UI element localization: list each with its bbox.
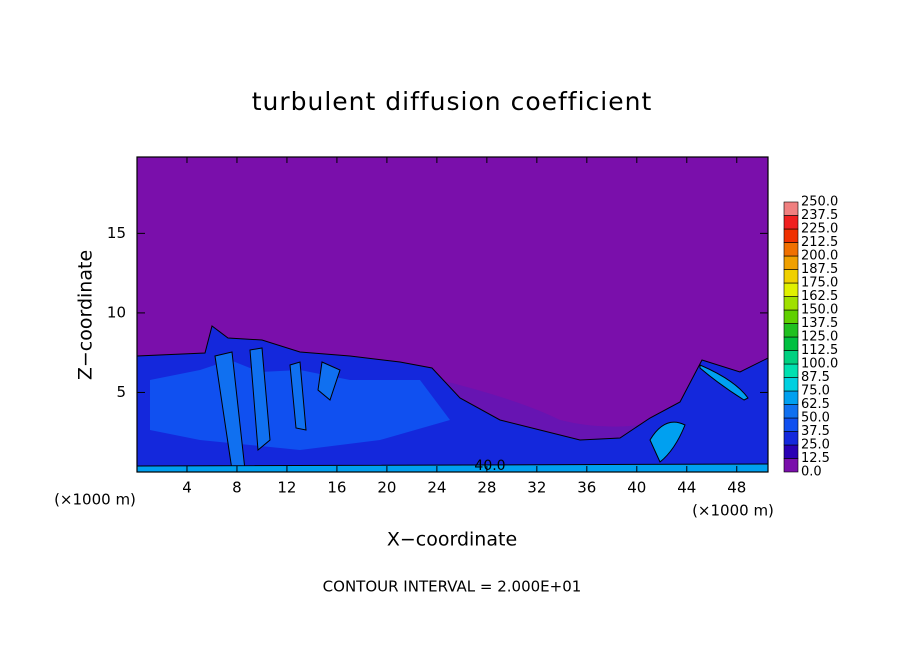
colorbar-swatch (783, 431, 799, 446)
x-tick-label: 44 (677, 479, 696, 497)
colorbar-label: 225.0 (801, 222, 838, 237)
colorbar-label: 75.0 (801, 384, 830, 399)
colorbar-swatch (783, 323, 799, 338)
colorbar-label: 150.0 (801, 303, 838, 318)
colorbar-label: 250.0 (801, 195, 838, 210)
colorbar-swatch (783, 269, 799, 284)
x-tick-label: 20 (377, 479, 396, 497)
chart-title: turbulent diffusion coefficient (252, 87, 653, 116)
y-tick-label: 15 (107, 224, 126, 242)
colorbar-swatch (783, 282, 799, 297)
colorbar-swatch (783, 417, 799, 432)
colorbar-swatch (783, 458, 799, 473)
x-tick-label: 40 (627, 479, 646, 497)
colorbar-swatch (783, 255, 799, 270)
y-tick-label: 10 (107, 303, 126, 321)
colorbar-swatch (783, 296, 799, 311)
colorbar-label: 187.5 (801, 262, 838, 277)
plot-frame (136, 156, 769, 473)
colorbar-label: 87.5 (801, 370, 830, 385)
colorbar-label: 137.5 (801, 316, 838, 331)
colorbar-swatch (783, 242, 799, 257)
x-tick-label: 16 (327, 479, 346, 497)
colorbar-label: 25.0 (801, 438, 830, 453)
x-tick-label: 36 (577, 479, 596, 497)
colorbar-swatch (783, 336, 799, 351)
x-axis-label: X−coordinate (387, 529, 517, 551)
x-tick-label: 8 (232, 479, 242, 497)
colorbar-label: 0.0 (801, 465, 822, 480)
colorbar-label: 50.0 (801, 411, 830, 426)
x-tick-label: 4 (182, 479, 192, 497)
colorbar-swatch (783, 215, 799, 230)
x-unit-label: (×1000 m) (54, 491, 136, 509)
colorbar-swatch (783, 404, 799, 419)
x-tick-label: 48 (727, 479, 746, 497)
colorbar-label: 162.5 (801, 289, 838, 304)
footer-note: CONTOUR INTERVAL = 2.000E+01 (323, 578, 582, 596)
x-unit-label: (×1000 m) (692, 502, 774, 520)
colorbar-label: 112.5 (801, 343, 838, 358)
colorbar-swatch (783, 350, 799, 365)
colorbar-swatch (783, 201, 799, 216)
colorbar-swatch (783, 390, 799, 405)
colorbar-swatch (783, 377, 799, 392)
colorbar-swatch (783, 309, 799, 324)
colorbar-swatch (783, 228, 799, 243)
colorbar-label: 237.5 (801, 208, 838, 223)
colorbar-label: 62.5 (801, 397, 830, 412)
colorbar-label: 175.0 (801, 276, 838, 291)
colorbar-label: 12.5 (801, 451, 830, 466)
colorbar-label: 212.5 (801, 235, 838, 250)
y-tick-label: 5 (116, 383, 126, 401)
colorbar-label: 37.5 (801, 424, 830, 439)
colorbar-label: 125.0 (801, 330, 838, 345)
y-axis-label: Z−coordinate (75, 250, 97, 380)
colorbar-swatch (783, 444, 799, 459)
x-tick-label: 12 (277, 479, 296, 497)
colorbar-label: 100.0 (801, 357, 838, 372)
x-tick-label: 32 (527, 479, 546, 497)
contour-label: 40.0 (474, 458, 505, 474)
colorbar-label: 200.0 (801, 249, 838, 264)
x-tick-label: 24 (427, 479, 446, 497)
x-tick-label: 28 (477, 479, 496, 497)
colorbar-swatch (783, 363, 799, 378)
